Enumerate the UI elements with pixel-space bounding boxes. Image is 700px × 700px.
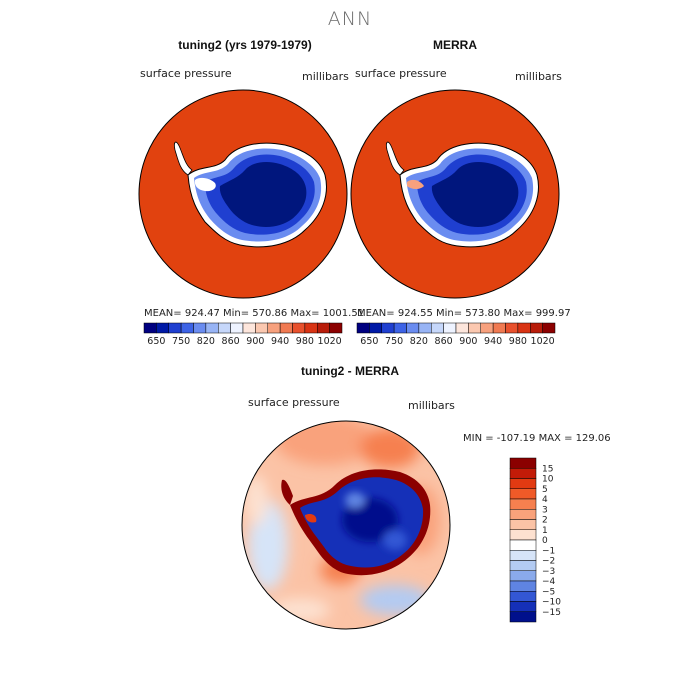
diff-panel-title: tuning2 - MERRA [301, 364, 399, 378]
colorbar-model-tick-label: 980 [296, 336, 314, 347]
diff-panel-units: millibars [408, 399, 455, 412]
panel-1-variable: surface pressure [140, 67, 232, 80]
colorbar-difference-swatch [509, 529, 537, 541]
colorbar-difference-swatch [509, 580, 537, 592]
colorbar-model-tick-label: 860 [222, 336, 240, 347]
colorbar-merra-swatch [406, 322, 420, 334]
colorbar-model-swatch [292, 322, 306, 334]
panel-2-title: MERRA [433, 38, 477, 52]
colorbar-merra-tick-label: 940 [484, 336, 502, 347]
colorbar-model-swatch [143, 322, 157, 334]
colorbar-difference-tick-label: 10 [542, 475, 554, 485]
colorbar-difference-tick-label: −5 [542, 587, 555, 597]
colorbar-model-tick-label: 940 [271, 336, 289, 347]
colorbar-difference-swatch [509, 468, 537, 479]
colorbar-merra-swatch [369, 322, 382, 334]
colorbar-merra-swatch [393, 322, 407, 334]
colorbar-merra-swatch [542, 322, 556, 334]
colorbar-merra-swatch [530, 322, 543, 334]
colorbar-model-swatch [279, 322, 293, 334]
colorbar-difference-tick-label: −15 [542, 608, 561, 618]
colorbar-merra-tick-label: 900 [459, 336, 477, 347]
panel-2-variable: surface pressure [355, 67, 447, 80]
colorbar-difference-swatch [509, 560, 537, 571]
colorbar-merra-swatch [443, 322, 457, 334]
colorbar-merra-swatch [468, 322, 481, 334]
colorbar-difference-tick-label: 15 [542, 464, 553, 474]
colorbar-difference-tick-label: 3 [542, 505, 548, 515]
colorbar-model-swatch [255, 322, 268, 334]
colorbar-model-tick-label: 1020 [318, 336, 342, 347]
colorbar-difference-swatch [509, 611, 537, 623]
colorbar-difference-swatch [509, 478, 537, 489]
colorbar-model-swatch [168, 322, 182, 334]
colorbar-merra-tick-label: 750 [385, 336, 403, 347]
colorbar-merra-swatch [418, 322, 432, 334]
colorbar-model-swatch [317, 322, 330, 334]
colorbar-difference-tick-label: 2 [542, 516, 548, 526]
diff-panel-variable: surface pressure [248, 396, 340, 409]
colorbar-difference-tick-label: −3 [542, 567, 555, 577]
colorbar-difference-tick-label: 5 [542, 485, 548, 495]
diff-panel-stats: MIN = -107.19 MAX = 129.06 [463, 433, 611, 444]
colorbar-difference-swatch [509, 601, 537, 612]
colorbar-merra-tick-label: 650 [360, 336, 378, 347]
colorbar-merra-swatch [381, 322, 395, 334]
colorbar-merra-tick-label: 1020 [531, 336, 555, 347]
colorbar-difference-tick-label: −10 [542, 598, 561, 608]
map-model [138, 89, 348, 299]
colorbar-model-tick-label: 820 [197, 336, 215, 347]
colorbar-difference-swatch [509, 509, 537, 520]
colorbar-difference-swatch [509, 457, 537, 469]
colorbar-difference-swatch [509, 550, 537, 561]
panel-2-units: millibars [515, 70, 562, 83]
colorbar-merra-tick-label: 820 [410, 336, 428, 347]
panel-2-stats: MEAN= 924.55 Min= 573.80 Max= 999.97 [357, 308, 571, 319]
panel-1-stats: MEAN= 924.47 Min= 570.86 Max= 1001.51 [144, 308, 365, 319]
plot-title: ANN [327, 8, 373, 30]
colorbar-merra-swatch [431, 322, 444, 334]
colorbar-difference-tick-label: 1 [542, 526, 548, 536]
colorbar-difference-swatch [509, 488, 537, 500]
colorbar-model-swatch [267, 322, 281, 334]
colorbar-difference-tick-label: −4 [542, 577, 556, 587]
colorbar-model-tick-label: 900 [246, 336, 264, 347]
colorbar-merra-swatch [480, 322, 494, 334]
colorbar-difference-swatch [509, 498, 537, 510]
colorbar-merra: 650 750 820 860 900 940 980 1020 [356, 322, 556, 347]
colorbar-difference-swatch [509, 519, 537, 530]
colorbar-merra-swatch [505, 322, 519, 334]
colorbar-difference-tick-label: −1 [542, 546, 555, 556]
colorbar-model-swatch [205, 322, 219, 334]
map-merra [350, 89, 560, 299]
colorbar-difference-swatch [509, 539, 537, 551]
colorbar-model-tick-label: 650 [147, 336, 165, 347]
colorbar-difference-tick-label: 4 [542, 495, 548, 505]
colorbar-difference-tick-label: 0 [542, 536, 548, 546]
colorbar-model-swatch [329, 322, 343, 334]
colorbar-merra-swatch [455, 322, 469, 334]
colorbar-model: 650 750 820 860 900 940 980 1020 [143, 322, 343, 347]
panel-1-title: tuning2 (yrs 1979-1979) [178, 38, 312, 52]
colorbar-difference-swatch [509, 591, 537, 602]
panel-1-units: millibars [302, 70, 349, 83]
colorbar-model-swatch [304, 322, 318, 334]
colorbar-model-swatch [180, 322, 194, 334]
colorbar-difference-swatch [509, 570, 537, 582]
colorbar-model-swatch [218, 322, 231, 334]
colorbar-model-swatch [230, 322, 244, 334]
colorbar-model-swatch [193, 322, 207, 334]
colorbar-merra-swatch [356, 322, 370, 334]
colorbar-merra-swatch [492, 322, 506, 334]
colorbar-merra-swatch [517, 322, 531, 334]
colorbar-model-swatch [156, 322, 169, 334]
colorbar-difference-tick-label: −2 [542, 557, 555, 567]
colorbar-merra-tick-label: 860 [435, 336, 453, 347]
colorbar-model-tick-label: 750 [172, 336, 190, 347]
colorbar-merra-tick-label: 980 [509, 336, 527, 347]
map-difference [241, 420, 451, 630]
colorbar-model-swatch [242, 322, 256, 334]
